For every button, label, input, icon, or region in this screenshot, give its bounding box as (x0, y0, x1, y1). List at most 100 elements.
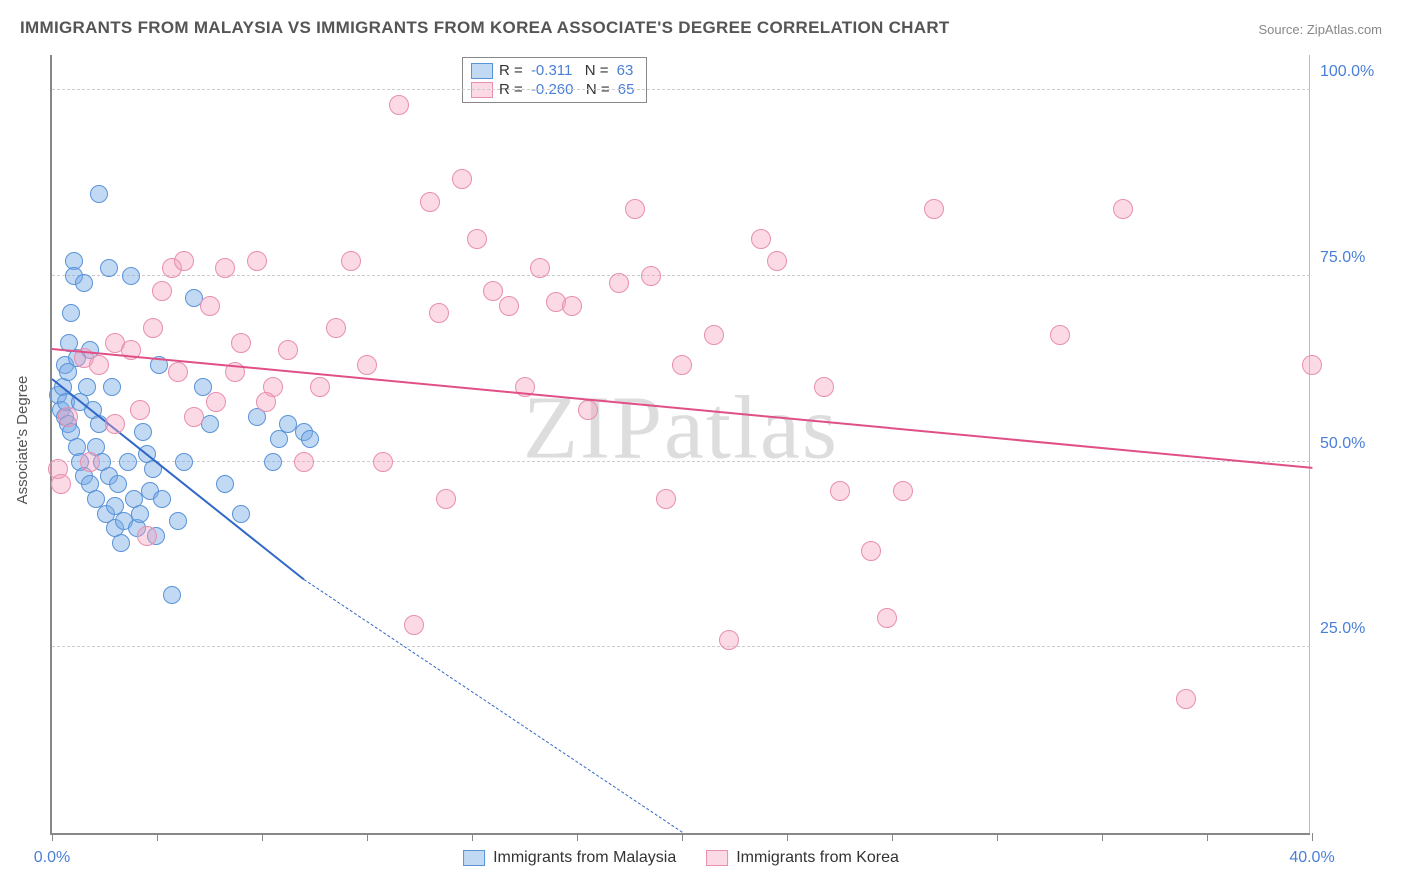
scatter-point (216, 475, 234, 493)
scatter-point (924, 199, 944, 219)
scatter-point (215, 258, 235, 278)
x-tick-label: 40.0% (1289, 849, 1334, 867)
x-tick (787, 833, 788, 841)
scatter-point (130, 400, 150, 420)
series-legend-item: Immigrants from Korea (706, 849, 899, 867)
scatter-point (704, 325, 724, 345)
x-tick (367, 833, 368, 841)
scatter-point (122, 267, 140, 285)
scatter-point (830, 481, 850, 501)
scatter-point (767, 251, 787, 271)
scatter-point (103, 378, 121, 396)
scatter-point (143, 318, 163, 338)
scatter-point (373, 452, 393, 472)
scatter-point (152, 281, 172, 301)
scatter-point (751, 229, 771, 249)
scatter-point (1176, 689, 1196, 709)
x-tick (157, 833, 158, 841)
scatter-point (90, 185, 108, 203)
scatter-point (452, 169, 472, 189)
scatter-point (105, 414, 125, 434)
scatter-point (169, 512, 187, 530)
legend-swatch (706, 850, 728, 866)
scatter-point (429, 303, 449, 323)
scatter-point (483, 281, 503, 301)
scatter-point (109, 475, 127, 493)
scatter-point (467, 229, 487, 249)
legend-row: R = -0.311 N = 63 (471, 62, 638, 79)
x-tick (472, 833, 473, 841)
x-tick (997, 833, 998, 841)
gridline (52, 275, 1310, 276)
y-tick-label: 25.0% (1320, 620, 1396, 638)
scatter-point (200, 296, 220, 316)
legend-swatch (463, 850, 485, 866)
scatter-point (877, 608, 897, 628)
scatter-point (206, 392, 226, 412)
scatter-point (1113, 199, 1133, 219)
scatter-point (175, 453, 193, 471)
scatter-point (232, 505, 250, 523)
series-legend-label: Immigrants from Malaysia (493, 849, 676, 867)
scatter-point (861, 541, 881, 561)
scatter-point (100, 259, 118, 277)
scatter-point (58, 407, 78, 427)
scatter-point (264, 453, 282, 471)
x-tick (1102, 833, 1103, 841)
scatter-point (278, 340, 298, 360)
y-tick-label: 75.0% (1320, 249, 1396, 267)
series-legend-label: Immigrants from Korea (736, 849, 899, 867)
series-legend: Immigrants from Malaysia Immigrants from … (463, 849, 899, 867)
y-axis-label: Associate's Degree (14, 376, 31, 505)
plot-right-border (1309, 55, 1310, 833)
x-tick (892, 833, 893, 841)
trend-line (304, 580, 683, 833)
y-tick-label: 50.0% (1320, 435, 1396, 453)
scatter-point (89, 355, 109, 375)
scatter-point (153, 490, 171, 508)
scatter-point (184, 407, 204, 427)
scatter-point (62, 304, 80, 322)
legend-stats-text: R = -0.311 N = 63 (499, 62, 637, 79)
scatter-point (137, 526, 157, 546)
scatter-point (294, 452, 314, 472)
scatter-point (578, 400, 598, 420)
source-attribution: Source: ZipAtlas.com (1258, 22, 1382, 37)
scatter-point (1302, 355, 1322, 375)
scatter-point (530, 258, 550, 278)
scatter-point (326, 318, 346, 338)
correlation-stats-legend: R = -0.311 N = 63R = -0.260 N = 65 (462, 57, 647, 103)
gridline (52, 89, 1310, 90)
scatter-point (80, 452, 100, 472)
x-tick (577, 833, 578, 841)
scatter-point (1050, 325, 1070, 345)
scatter-point (420, 192, 440, 212)
scatter-point (341, 251, 361, 271)
plot-area: ZIPatlas R = -0.311 N = 63R = -0.260 N =… (50, 55, 1310, 835)
gridline (52, 461, 1310, 462)
x-tick (1312, 833, 1313, 841)
scatter-point (75, 274, 93, 292)
scatter-point (112, 534, 130, 552)
scatter-point (357, 355, 377, 375)
chart-title: IMMIGRANTS FROM MALAYSIA VS IMMIGRANTS F… (20, 18, 950, 38)
x-tick (1207, 833, 1208, 841)
scatter-point (562, 296, 582, 316)
scatter-point (814, 377, 834, 397)
y-tick-label: 100.0% (1320, 63, 1396, 81)
scatter-point (625, 199, 645, 219)
x-tick-label: 0.0% (34, 849, 70, 867)
x-tick (682, 833, 683, 841)
scatter-point (436, 489, 456, 509)
scatter-point (672, 355, 692, 375)
scatter-point (256, 392, 276, 412)
x-tick (262, 833, 263, 841)
scatter-point (389, 95, 409, 115)
scatter-point (51, 474, 71, 494)
scatter-point (168, 362, 188, 382)
scatter-point (719, 630, 739, 650)
series-legend-item: Immigrants from Malaysia (463, 849, 676, 867)
scatter-point (499, 296, 519, 316)
legend-swatch (471, 63, 493, 79)
gridline (52, 646, 1310, 647)
